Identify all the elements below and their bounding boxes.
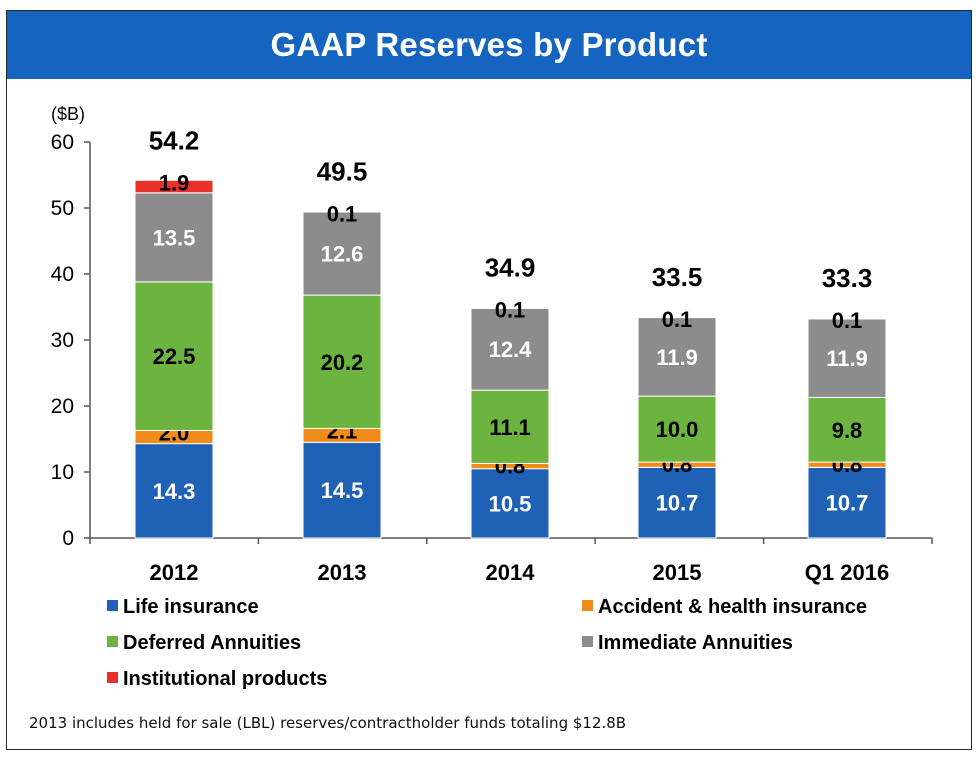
- data-label: 14.5: [321, 478, 364, 503]
- x-tick-label: 2014: [486, 560, 536, 585]
- data-label: 11.9: [656, 345, 698, 370]
- data-label: 9.8: [832, 418, 863, 443]
- legend-swatch: [107, 672, 118, 683]
- y-tick-label: 40: [51, 263, 74, 286]
- data-label: 12.4: [489, 337, 533, 362]
- total-label: 33.3: [822, 263, 873, 293]
- y-tick-label: 30: [51, 329, 74, 352]
- data-label: 12.6: [321, 242, 364, 267]
- bar-segment-life-insurance: [470, 468, 550, 539]
- bar-segment-institutional-products: [302, 210, 382, 213]
- legend-label: Immediate Annuities: [598, 632, 793, 654]
- data-label: 1.9: [159, 170, 190, 195]
- x-tick-label: 2012: [150, 560, 199, 585]
- bar-segment-immediate-annuities: [807, 318, 887, 398]
- data-label: 10.0: [656, 417, 699, 442]
- total-label: 34.9: [485, 253, 536, 283]
- total-label: 54.2: [149, 125, 200, 155]
- total-label: 49.5: [317, 156, 368, 186]
- data-label: 0.1: [832, 308, 863, 333]
- data-label: 14.3: [153, 479, 196, 504]
- bar-segment-life-insurance: [134, 443, 214, 539]
- y-axis-unit-label: ($B): [51, 104, 85, 124]
- legend-swatch: [107, 600, 118, 611]
- data-label: 11.1: [489, 415, 531, 440]
- y-tick-label: 10: [51, 461, 74, 484]
- bar-segment-immediate-annuities: [302, 211, 382, 296]
- bar-segment-institutional-products: [470, 307, 550, 309]
- bar-segment-institutional-products: [807, 317, 887, 320]
- bar-segment-immediate-annuities: [470, 307, 550, 391]
- data-label: 13.5: [153, 225, 196, 250]
- x-tick-label: 2013: [318, 560, 367, 585]
- chart-title: GAAP Reserves by Product: [270, 26, 708, 63]
- bar-segment-deferred-annuities: [134, 281, 214, 431]
- x-tick-label: 2015: [653, 560, 702, 585]
- data-label: 20.2: [321, 350, 364, 375]
- data-label: 22.5: [153, 344, 196, 369]
- title-bar: GAAP Reserves by Product: [7, 11, 971, 79]
- bar-segment-institutional-products: [134, 179, 214, 194]
- y-tick-label: 60: [51, 131, 74, 154]
- total-label: 33.5: [652, 262, 703, 292]
- data-label: 0.1: [662, 307, 693, 332]
- y-tick-label: 0: [62, 527, 74, 550]
- data-label: 10.5: [489, 491, 532, 516]
- legend-label: Institutional products: [123, 668, 327, 690]
- data-label: 10.7: [656, 491, 699, 516]
- data-label: 10.7: [826, 491, 869, 516]
- bar-segment-life-insurance: [302, 441, 382, 539]
- legend-label: Deferred Annuities: [123, 632, 301, 654]
- bar-segment-immediate-annuities: [134, 192, 214, 283]
- bar-segment-deferred-annuities: [470, 389, 550, 464]
- data-label: 0.1: [495, 298, 526, 323]
- x-tick-label: Q1 2016: [805, 560, 889, 585]
- legend-label: Accident & health insurance: [598, 596, 867, 618]
- legend-swatch: [582, 600, 593, 611]
- y-tick-label: 20: [51, 395, 74, 418]
- bar-segment-life-insurance: [637, 466, 717, 539]
- bar-segment-life-insurance: [807, 466, 887, 539]
- legend-label: Life insurance: [123, 596, 259, 618]
- data-label: 0.1: [327, 201, 358, 226]
- bar-segment-institutional-products: [637, 316, 717, 319]
- data-label: 11.9: [826, 346, 868, 371]
- footnote: 2013 includes held for sale (LBL) reserv…: [29, 714, 627, 732]
- legend-swatch: [582, 636, 593, 647]
- y-tick-label: 50: [51, 197, 74, 220]
- bar-segment-deferred-annuities: [637, 395, 717, 463]
- bar-segment-deferred-annuities: [302, 294, 382, 429]
- legend-swatch: [107, 636, 118, 647]
